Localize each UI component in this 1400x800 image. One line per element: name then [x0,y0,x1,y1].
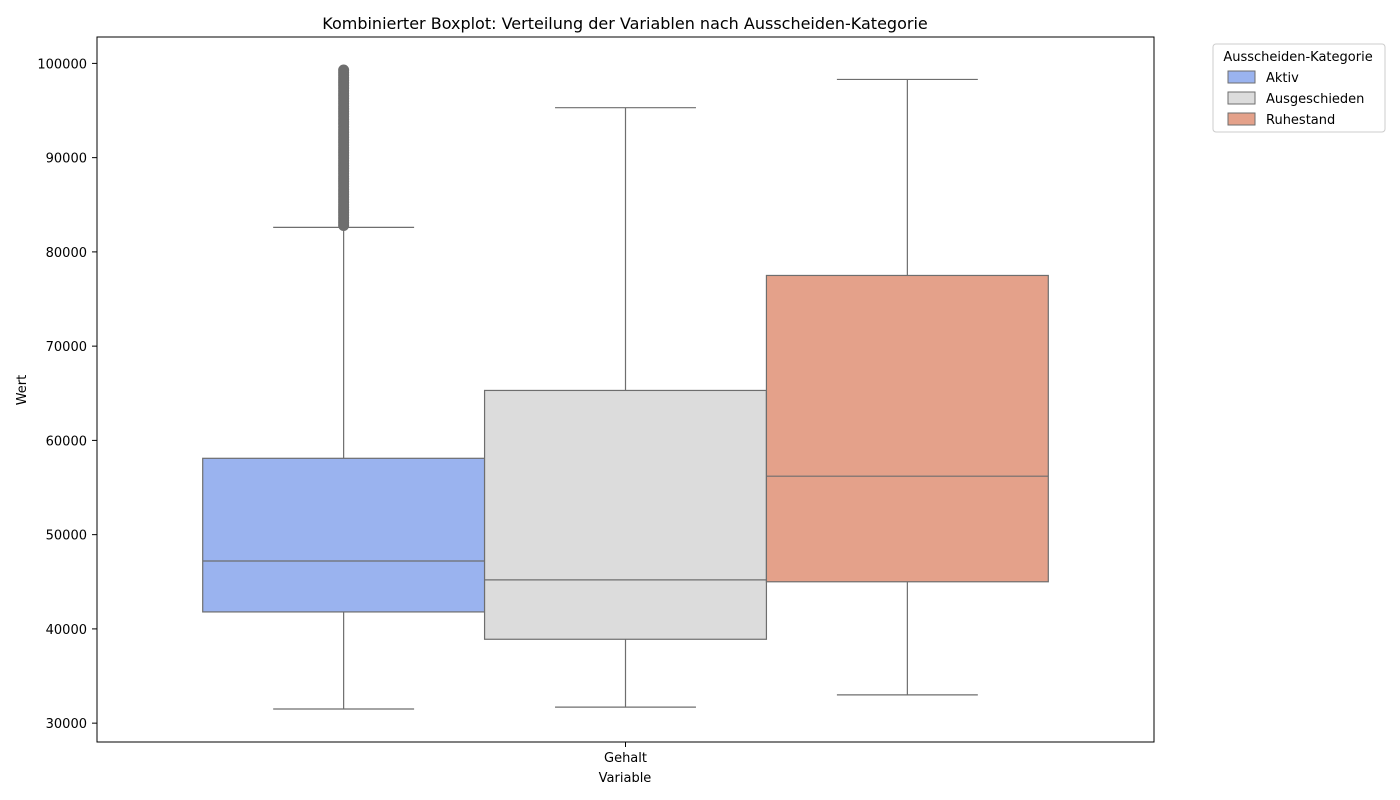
legend-swatch-aktiv [1227,70,1256,84]
y-axis-ticks: 30000 40000 50000 60000 70000 80000 90000 10000… [37,57,97,732]
y-tick-label: 30000 [46,717,87,732]
y-tick-label: 90000 [46,152,87,167]
x-axis-label: Variable [599,771,652,786]
y-tick-label: 80000 [46,246,87,261]
legend-swatch-ruhestand [1227,112,1256,126]
legend-swatch-ausgeschieden [1227,91,1256,105]
chart-title: Kombinierter Boxplot: Verteilung der Var… [322,14,927,33]
plot-area [202,64,1049,710]
iqr-box [483,389,768,640]
x-axis-ticks: Gehalt [604,742,647,766]
y-tick-label: 50000 [46,529,87,544]
legend-label-aktiv: Aktiv [1266,71,1299,86]
outlier-point [338,64,350,76]
box-aktiv [202,64,486,710]
legend-label-ausgeschieden: Ausgeschieden [1266,92,1364,107]
iqr-box [202,457,486,613]
legend-label-ruhestand: Ruhestand [1266,113,1335,128]
y-tick-label: 40000 [46,623,87,638]
y-tick-label: 100000 [37,57,87,72]
legend: Ausscheiden-Kategorie Aktiv Ausgeschieden… [1212,43,1386,133]
legend-frame [1212,43,1386,133]
box-ausgeschieden [483,107,768,708]
y-tick-label: 60000 [46,434,87,449]
y-tick-label: 70000 [46,340,87,355]
box-ruhestand [765,78,1049,696]
iqr-box [765,274,1049,583]
legend-title: Ausscheiden-Kategorie [1223,50,1372,65]
x-tick-label: Gehalt [604,751,647,766]
y-axis-label: Wert [15,375,30,406]
